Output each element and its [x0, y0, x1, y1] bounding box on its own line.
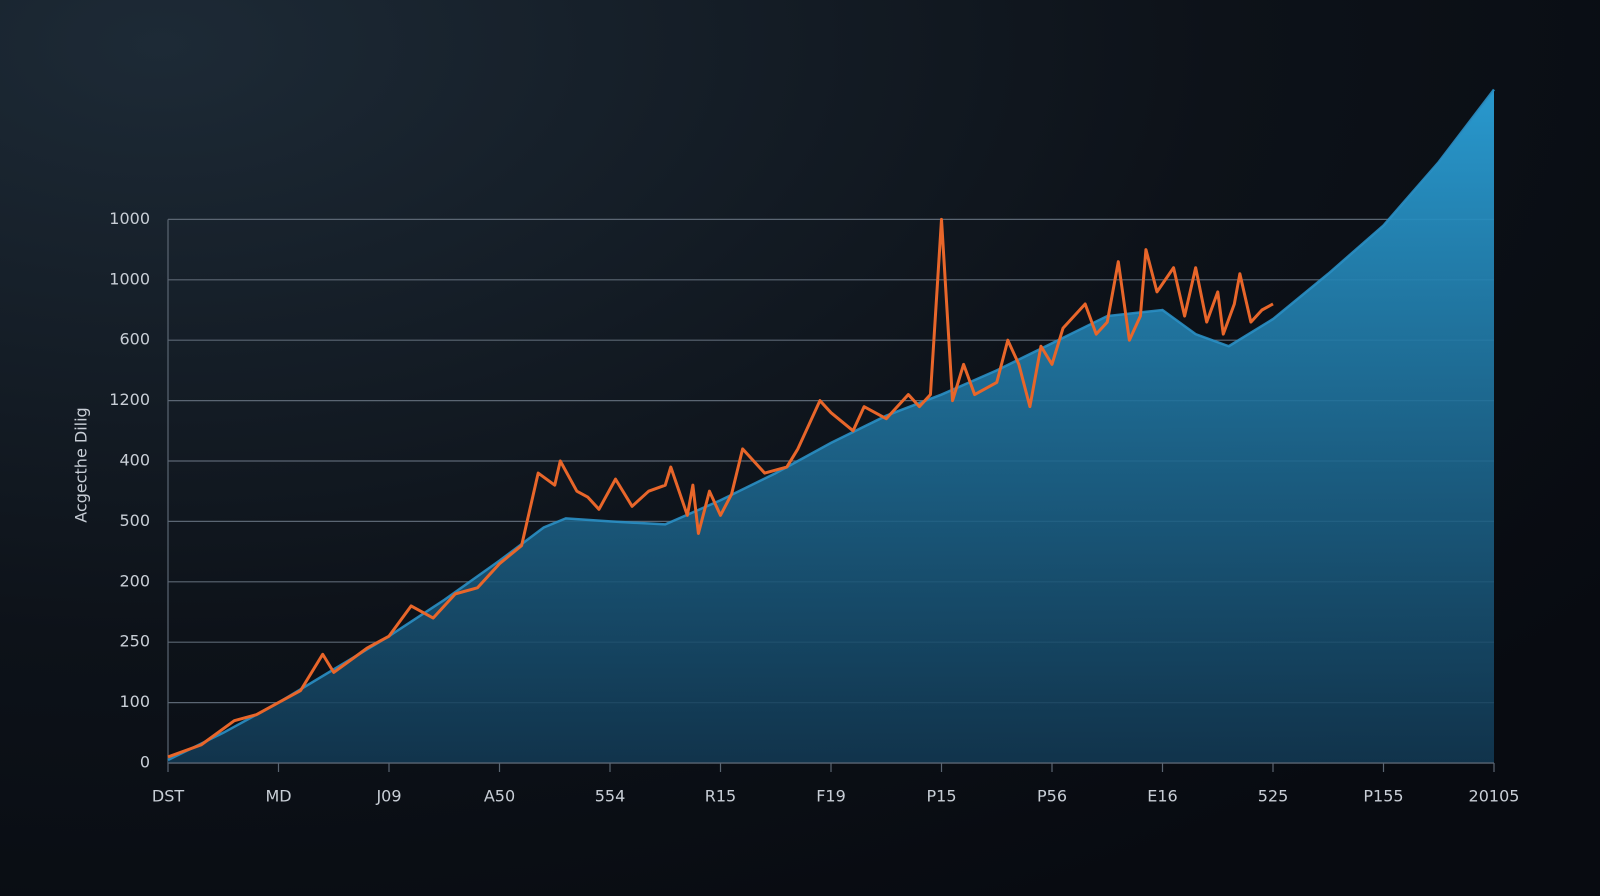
y-tick-label: 200 — [119, 571, 150, 590]
x-tick-label: 525 — [1258, 787, 1289, 806]
x-tick-label: P15 — [926, 787, 956, 806]
area — [168, 89, 1494, 764]
y-tick-label: 500 — [119, 511, 150, 530]
x-tick-label: P155 — [1363, 787, 1403, 806]
y-tick-label: 100 — [119, 692, 150, 711]
x-tick-label: J09 — [375, 787, 401, 806]
x-tick-label: DST — [152, 787, 184, 806]
x-tick-label: A50 — [484, 787, 515, 806]
area-edge — [167, 88, 1495, 762]
x-tick-label: R15 — [705, 787, 736, 806]
x-tick-label: P56 — [1037, 787, 1067, 806]
y-tick-label: 0 — [140, 753, 150, 772]
plot-area: 0 100 250 200 500 400 1200 600 1000 1000 DST MD J09 A… — [109, 88, 1520, 806]
x-tick-label: 20105 — [1469, 787, 1520, 806]
y-tick-label: 1000 — [109, 269, 150, 288]
y-tick-label: 250 — [119, 632, 150, 651]
y-tick-label: 1000 — [109, 209, 150, 228]
y-tick-label: 400 — [119, 451, 150, 470]
x-tick-label: F19 — [816, 787, 846, 806]
y-axis-title: Acgecthe Dilig — [72, 407, 91, 522]
x-tick-label: 554 — [595, 787, 626, 806]
y-tick-label: 1200 — [109, 390, 150, 409]
y-tick-label: 600 — [119, 330, 150, 349]
x-tick-label: E16 — [1147, 787, 1177, 806]
x-tick-label: MD — [265, 787, 291, 806]
line — [167, 217, 1274, 759]
